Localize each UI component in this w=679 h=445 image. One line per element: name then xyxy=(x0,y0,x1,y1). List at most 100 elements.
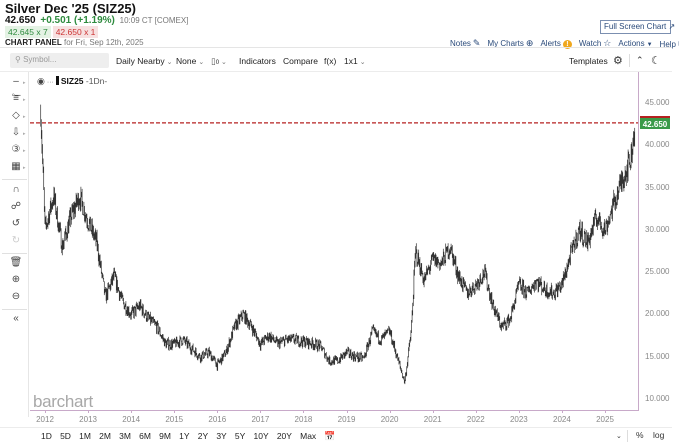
price-bars xyxy=(40,104,636,385)
overlay-dropdown[interactable]: None ⌄ xyxy=(176,56,204,66)
toolbar-divider xyxy=(629,54,630,67)
range-6m-button[interactable]: 6M xyxy=(139,431,151,441)
notes-link[interactable]: Notes ✎ xyxy=(450,38,480,49)
actions-label: Actions xyxy=(618,39,645,48)
expand-arrow-icon[interactable]: ▸ xyxy=(23,80,26,86)
watch-link[interactable]: Watch ☆ xyxy=(579,38,611,49)
y-axis-line xyxy=(638,72,639,411)
undo-icon[interactable]: ↺ xyxy=(11,218,21,229)
watch-label: Watch xyxy=(578,39,602,48)
compare-button[interactable]: Compare xyxy=(283,56,318,66)
expand-arrow-icon[interactable]: ▸ xyxy=(23,97,26,103)
trash-icon[interactable]: 🗑 xyxy=(9,257,23,268)
price-change: +0.501 (+1.19%) xyxy=(40,15,115,26)
chart-toolbar: ⚲ Symbol... Daily Nearby ⌄ None ⌄ ▯0 ⌄ Indi… xyxy=(0,50,672,71)
range-2y-button[interactable]: 2Y xyxy=(197,431,209,441)
y-axis-label: 45.000 xyxy=(645,98,670,107)
range-3m-button[interactable]: 3M xyxy=(119,431,131,441)
x-axis-tick xyxy=(88,410,90,413)
collapse-sidebar-icon[interactable]: « xyxy=(13,313,19,324)
y-axis-label: 20.000 xyxy=(645,309,670,319)
full-screen-label: Full Screen Chart xyxy=(604,22,667,31)
alerts-link[interactable]: Alerts! xyxy=(540,39,572,49)
indicators-button[interactable]: Indicators xyxy=(239,56,276,66)
range-1m-button[interactable]: 1M xyxy=(79,431,91,441)
templates-button[interactable]: Templates xyxy=(569,56,608,66)
x-axis-label: 2016 xyxy=(208,415,227,424)
full-screen-chart-button[interactable]: Full Screen Chart ↗ xyxy=(600,20,675,34)
range-5y-button[interactable]: 5Y xyxy=(234,431,246,441)
line-tool-icon[interactable]: –◦– xyxy=(11,76,21,101)
instrument-title: Silver Dec '25 (SIZ25) xyxy=(5,1,136,16)
my-charts-link[interactable]: My Charts ⊕ xyxy=(487,38,533,49)
ask-quote: 42.650 x 1 xyxy=(52,26,99,38)
expand-icon: ↗ xyxy=(668,22,676,31)
expand-arrow-icon[interactable]: ▸ xyxy=(23,114,26,120)
alert-icon: ! xyxy=(562,39,572,49)
percent-scale-toggle[interactable]: % xyxy=(636,430,644,440)
visibility-eye-icon[interactable]: ◉ xyxy=(37,76,45,86)
chart-panel-label: CHART PANEL xyxy=(5,38,62,47)
shape-tool-icon[interactable]: ◇ xyxy=(12,110,20,121)
settings-gear-icon[interactable]: ⚙ xyxy=(613,55,623,67)
x-axis-line xyxy=(30,410,639,411)
drawing-tools-sidebar: –◦– ▸ ≡ ▸ ◇ ▸ ⇩ ▸ ③ ▸ ▦ ▸ ∩ ☍ ↺ ↻ 🗑 ⊕ ⊖ « xyxy=(0,72,29,417)
zoom-in-icon[interactable]: ⊕ xyxy=(11,274,21,285)
unlock-icon[interactable]: ☍ xyxy=(10,201,22,212)
range-3y-button[interactable]: 3Y xyxy=(216,431,227,441)
range-9m-button[interactable]: 9M xyxy=(159,431,171,441)
expand-arrow-icon[interactable]: ▸ xyxy=(23,131,26,137)
magnet-icon[interactable]: ∩ xyxy=(12,184,20,195)
range-1y-button[interactable]: 1Y xyxy=(179,431,190,441)
sidebar-divider xyxy=(2,179,27,180)
layout-dropdown[interactable]: 1x1 ⌄ xyxy=(344,56,366,66)
caret-down-icon: ▼ xyxy=(646,42,653,48)
expand-arrow-icon[interactable]: ▸ xyxy=(23,165,26,171)
number-marker-icon[interactable]: ③ xyxy=(11,144,21,155)
fibonacci-tool-icon[interactable]: ≡ xyxy=(13,93,19,104)
zoom-out-icon[interactable]: ⊖ xyxy=(11,291,21,302)
fx-button[interactable]: f(x) xyxy=(324,56,337,66)
expand-arrow-icon[interactable]: ▸ xyxy=(23,148,26,154)
bar-type-label: 0 xyxy=(215,60,220,66)
x-axis-label: 2025 xyxy=(596,415,614,424)
more-options-icon[interactable]: ··· xyxy=(46,79,54,86)
range-max-button[interactable]: Max xyxy=(300,431,317,441)
price-chart[interactable] xyxy=(30,72,639,411)
footer-divider-vertical xyxy=(627,430,628,442)
actions-dropdown[interactable]: Actions ▼ xyxy=(618,39,652,48)
range-10y-button[interactable]: 10Y xyxy=(253,431,269,441)
x-axis-tick xyxy=(605,410,606,413)
help-label: Help xyxy=(659,40,676,49)
x-axis-label: 2022 xyxy=(466,415,485,424)
collapse-down-icon[interactable]: ⌄ xyxy=(616,433,622,440)
range-5d-button[interactable]: 5D xyxy=(60,431,71,441)
collapse-up-icon[interactable]: ⌃ xyxy=(636,55,644,65)
dark-mode-moon-icon[interactable]: ☾ xyxy=(651,55,661,67)
range-2m-button[interactable]: 2M xyxy=(99,431,111,441)
footer-divider xyxy=(0,427,672,428)
x-axis-tick xyxy=(389,410,391,413)
symbol-search-input[interactable]: ⚲ Symbol... xyxy=(10,53,109,68)
measure-tool-icon[interactable]: ▦ xyxy=(11,161,21,172)
x-axis-tick xyxy=(303,410,305,413)
bars-icon: ▯ xyxy=(211,56,216,66)
period-dropdown[interactable]: Daily Nearby ⌄ xyxy=(116,56,173,66)
log-scale-toggle[interactable]: log xyxy=(653,430,665,440)
calendar-icon[interactable]: 📅 xyxy=(324,431,336,441)
y-axis-label: 10.000 xyxy=(645,394,670,403)
edit-icon: ✎ xyxy=(472,38,481,48)
x-axis-tick xyxy=(346,410,348,413)
range-1d-button[interactable]: 1D xyxy=(41,431,52,441)
chart-panel-date-text: for Fri, Sep 12th, 2025 xyxy=(63,38,144,47)
range-20y-button[interactable]: 20Y xyxy=(276,431,292,441)
redo-icon[interactable]: ↻ xyxy=(11,235,21,246)
legend-symbol: SIZ25 xyxy=(60,76,84,86)
star-icon: ☆ xyxy=(603,38,612,48)
help-link[interactable]: Helpⓘ xyxy=(660,37,679,50)
bar-type-dropdown[interactable]: ▯0 ⌄ xyxy=(211,56,227,67)
arrow-tool-icon[interactable]: ⇩ xyxy=(11,127,21,138)
x-axis-label: 2014 xyxy=(122,415,141,424)
x-axis-tick xyxy=(131,410,133,413)
last-price: 42.650 xyxy=(5,15,36,26)
